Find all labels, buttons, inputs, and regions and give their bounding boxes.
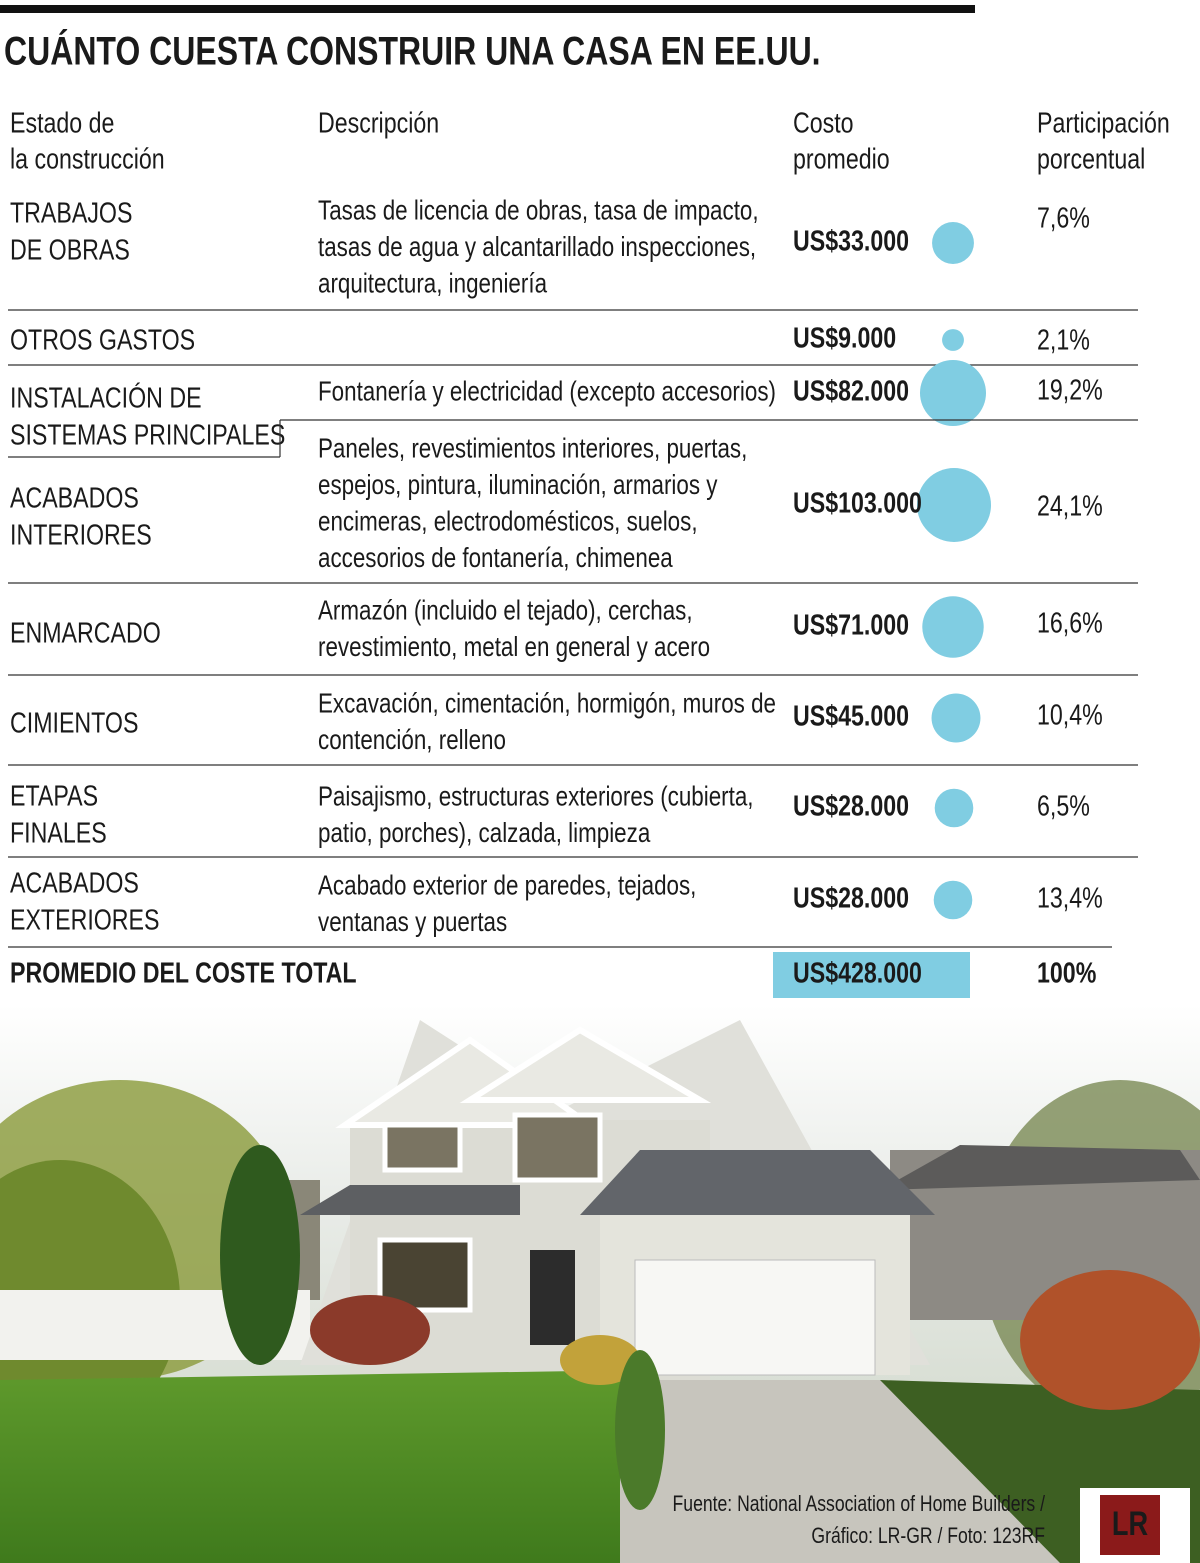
cost-label: US$28.000 xyxy=(793,789,909,822)
description: contención, relleno xyxy=(318,725,506,756)
share: 16,6% xyxy=(1037,606,1103,639)
column-header: Costo xyxy=(793,106,854,139)
cost-label: US$103.000 xyxy=(793,486,922,519)
share: 13,4% xyxy=(1037,881,1103,914)
stage-label: INSTALACIÓN DE xyxy=(10,381,202,414)
cost-label: US$45.000 xyxy=(793,699,909,732)
cost-bubble xyxy=(934,788,974,828)
cost-bubble xyxy=(919,359,987,427)
description: Fontanería y electricidad (excepto acces… xyxy=(318,376,776,407)
stage-label: DE OBRAS xyxy=(10,233,130,266)
top-rule xyxy=(0,5,975,13)
column-header: Participación xyxy=(1037,106,1170,139)
cost-bubble xyxy=(942,329,964,351)
share: 10,4% xyxy=(1037,698,1103,731)
stage-label: ACABADOS xyxy=(10,866,139,899)
description: Excavación, cimentación, hormigón, muros… xyxy=(318,688,776,719)
description: tasas de agua y alcantarillado inspeccio… xyxy=(318,232,756,263)
cost-bubble xyxy=(932,222,974,264)
total-highlight xyxy=(773,952,970,998)
stage-label: INTERIORES xyxy=(10,518,152,551)
column-header: la construcción xyxy=(10,142,165,175)
description: Paisajismo, estructuras exteriores (cubi… xyxy=(318,781,754,812)
total-share: 100% xyxy=(1037,956,1096,989)
description: Tasas de licencia de obras, tasa de impa… xyxy=(318,195,759,226)
cost-bubble xyxy=(917,468,991,542)
source: Fuente: National Association of Home Bui… xyxy=(673,1492,1046,1516)
stage-label: OTROS GASTOS xyxy=(10,323,195,356)
share: 2,1% xyxy=(1037,323,1090,356)
cost-label: US$82.000 xyxy=(793,374,909,407)
stage-label: CIMIENTOS xyxy=(10,706,138,739)
total-label: PROMEDIO DEL COSTE TOTAL xyxy=(10,956,357,989)
column-header: porcentual xyxy=(1037,142,1145,175)
logo-box xyxy=(1100,1495,1160,1555)
logo: LR xyxy=(1112,1504,1148,1543)
description: arquitectura, ingeniería xyxy=(318,268,548,299)
description: ventanas y puertas xyxy=(318,907,507,938)
stage-label: EXTERIORES xyxy=(10,903,159,936)
stage-label: FINALES xyxy=(10,816,107,849)
stage-label: ACABADOS xyxy=(10,481,139,514)
description: Armazón (incluido el tejado), cerchas, xyxy=(318,595,693,626)
column-header: Estado de xyxy=(10,106,114,139)
share: 7,6% xyxy=(1037,201,1090,234)
stage-label: TRABAJOS xyxy=(10,196,132,229)
cost-label: US$9.000 xyxy=(793,321,896,354)
cost-label: US$33.000 xyxy=(793,224,909,257)
share: 6,5% xyxy=(1037,789,1090,822)
title: CUÁNTO CUESTA CONSTRUIR UNA CASA EN EE.U… xyxy=(4,28,821,73)
description: revestimiento, metal en general y acero xyxy=(318,632,710,663)
source: Gráfico: LR-GR / Foto: 123RF xyxy=(811,1524,1045,1548)
stage-label: ENMARCADO xyxy=(10,616,161,649)
total-cost: US$428.000 xyxy=(793,956,922,989)
photo xyxy=(0,1005,1200,1563)
share: 19,2% xyxy=(1037,373,1103,406)
cost-label: US$71.000 xyxy=(793,608,909,641)
description: patio, porches), calzada, limpieza xyxy=(318,818,651,849)
cost-bubble xyxy=(933,880,973,920)
cost-bubble xyxy=(922,596,984,658)
stage-label: SISTEMAS PRINCIPALES xyxy=(10,418,285,451)
description: accesorios de fontanería, chimenea xyxy=(318,543,674,574)
share: 24,1% xyxy=(1037,489,1103,522)
description: encimeras, electrodomésticos, suelos, xyxy=(318,506,698,537)
cost-bubble xyxy=(931,693,981,743)
column-header: Descripción xyxy=(318,106,439,139)
description: Paneles, revestimientos interiores, puer… xyxy=(318,433,747,464)
description: espejos, pintura, iluminación, armarios … xyxy=(318,470,718,501)
description: Acabado exterior de paredes, tejados, xyxy=(318,870,696,901)
column-header: promedio xyxy=(793,142,890,175)
cost-label: US$28.000 xyxy=(793,881,909,914)
stage-label: ETAPAS xyxy=(10,779,98,812)
